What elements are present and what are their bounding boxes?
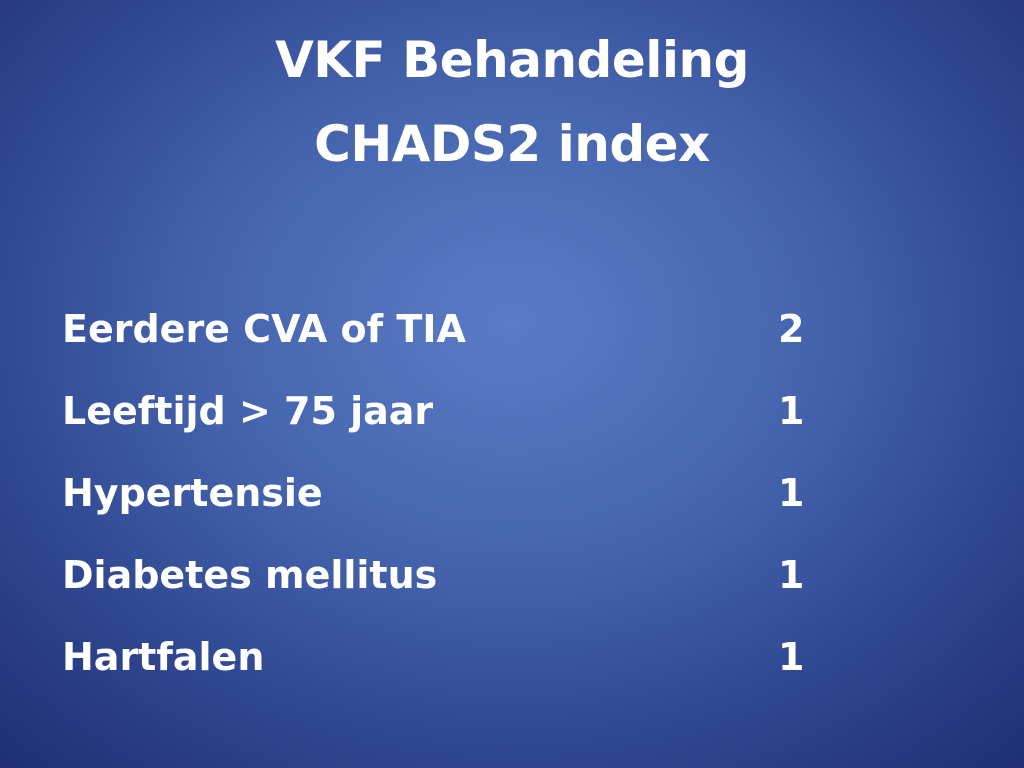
row-label: Diabetes mellitus [62, 553, 438, 597]
score-row: Hartfalen 1 [62, 616, 822, 698]
title-line-2: CHADS2 index [314, 115, 710, 173]
score-row: Leeftijd > 75 jaar 1 [62, 370, 822, 452]
row-score: 1 [778, 389, 805, 433]
row-score: 1 [778, 553, 805, 597]
row-score: 2 [778, 307, 805, 351]
row-score: 1 [778, 635, 805, 679]
row-label: Leeftijd > 75 jaar [62, 389, 434, 433]
score-row: Diabetes mellitus 1 [62, 534, 822, 616]
score-row: Hypertensie 1 [62, 452, 822, 534]
slide-title: VKF Behandeling CHADS2 index [0, 18, 1024, 186]
score-list: Eerdere CVA of TIA 2 Leeftijd > 75 jaar … [62, 288, 822, 698]
title-line-1: VKF Behandeling [275, 31, 749, 89]
score-row: Eerdere CVA of TIA 2 [62, 288, 822, 370]
row-label: Hartfalen [62, 635, 265, 679]
row-label: Eerdere CVA of TIA [62, 307, 466, 351]
row-label: Hypertensie [62, 471, 323, 515]
row-score: 1 [778, 471, 805, 515]
